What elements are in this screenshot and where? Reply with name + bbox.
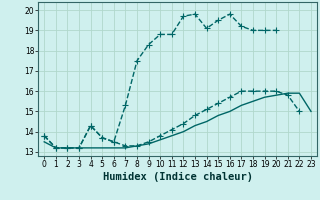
X-axis label: Humidex (Indice chaleur): Humidex (Indice chaleur) [103,172,252,182]
